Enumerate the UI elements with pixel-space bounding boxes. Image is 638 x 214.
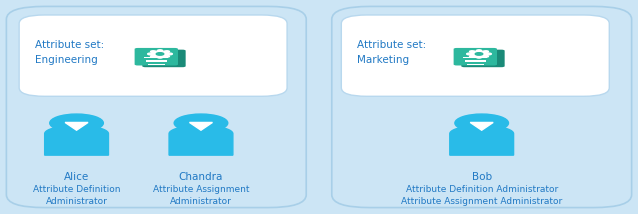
Text: Attribute Assignment Administrator: Attribute Assignment Administrator: [401, 197, 562, 206]
Text: Attribute Definition: Attribute Definition: [33, 185, 121, 194]
FancyBboxPatch shape: [19, 15, 287, 96]
Bar: [465, 60, 486, 62]
Circle shape: [475, 53, 483, 55]
Text: Bob: Bob: [471, 172, 492, 181]
Circle shape: [158, 50, 163, 52]
Polygon shape: [189, 122, 212, 130]
Circle shape: [156, 53, 164, 55]
Text: Attribute Assignment: Attribute Assignment: [152, 185, 249, 194]
Polygon shape: [65, 122, 88, 130]
Text: Administrator: Administrator: [170, 197, 232, 206]
Circle shape: [151, 51, 169, 57]
Circle shape: [466, 53, 471, 55]
Circle shape: [484, 55, 489, 57]
Circle shape: [158, 56, 163, 58]
Circle shape: [470, 51, 475, 52]
Text: Engineering: Engineering: [35, 55, 98, 65]
Circle shape: [147, 53, 152, 55]
Text: Alice: Alice: [64, 172, 89, 181]
FancyBboxPatch shape: [6, 6, 306, 208]
Polygon shape: [470, 122, 493, 130]
FancyBboxPatch shape: [332, 6, 632, 208]
Circle shape: [151, 55, 156, 57]
Circle shape: [486, 53, 491, 55]
Polygon shape: [450, 126, 514, 155]
Bar: [463, 57, 487, 58]
Text: Chandra: Chandra: [179, 172, 223, 181]
Text: Attribute set:: Attribute set:: [35, 40, 105, 50]
Circle shape: [165, 51, 170, 52]
Circle shape: [470, 55, 475, 57]
FancyBboxPatch shape: [341, 15, 609, 96]
Circle shape: [455, 114, 508, 132]
Circle shape: [50, 114, 103, 132]
Polygon shape: [169, 126, 233, 155]
Bar: [148, 64, 165, 65]
Text: Attribute set:: Attribute set:: [357, 40, 427, 50]
Text: Attribute Definition Administrator: Attribute Definition Administrator: [406, 185, 558, 194]
Bar: [146, 60, 167, 62]
Circle shape: [167, 53, 172, 55]
Circle shape: [174, 114, 228, 132]
Text: Marketing: Marketing: [357, 55, 410, 65]
Text: Administrator: Administrator: [46, 197, 107, 206]
Circle shape: [165, 55, 170, 57]
FancyBboxPatch shape: [454, 48, 497, 65]
FancyBboxPatch shape: [461, 50, 505, 67]
Circle shape: [151, 51, 156, 52]
Bar: [467, 64, 484, 65]
Polygon shape: [45, 126, 108, 155]
FancyBboxPatch shape: [135, 48, 178, 65]
Circle shape: [484, 51, 489, 52]
Bar: [144, 57, 168, 58]
Circle shape: [477, 56, 482, 58]
Circle shape: [477, 50, 482, 52]
FancyBboxPatch shape: [142, 50, 186, 67]
Circle shape: [470, 51, 488, 57]
